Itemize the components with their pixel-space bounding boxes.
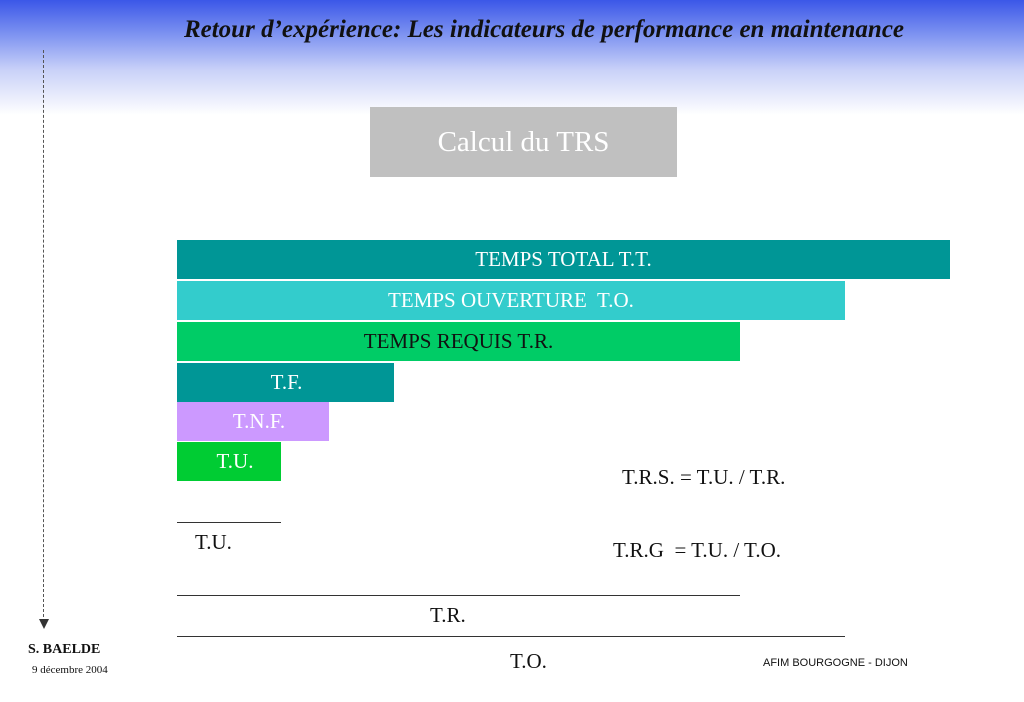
slide-title: Retour d’expérience: Les indicateurs de … [183,16,905,43]
footer-organization: AFIM BOURGOGNE - DIJON [763,657,908,669]
bar-tu: T.U. [177,442,281,481]
bar-tu-label: T.U. [216,449,254,473]
formula-trs: T.R.S. = T.U. / T.R. [622,465,786,489]
timeline-dashed-line [43,50,44,622]
bar-temps-total-label: TEMPS TOTAL T.T. [475,247,652,271]
formula-trg: T.R.G = T.U. / T.O. [613,538,781,562]
divider-line-to [177,636,845,637]
arrow-down-icon [39,619,49,629]
bar-temps-ouverture-label: TEMPS OUVERTURE T.O. [388,288,634,312]
bar-tf-label: T.F. [270,370,303,394]
fraction-label-tu: T.U. [195,530,232,554]
fraction-label-to: T.O. [510,649,547,673]
bar-tf: T.F. [177,363,394,402]
subtitle-text: Calcul du TRS [437,125,610,158]
bar-temps-total: TEMPS TOTAL T.T. [177,240,950,279]
divider-line-tr [177,595,740,596]
bar-temps-requis: TEMPS REQUIS T.R. [177,322,740,361]
subtitle-box: Calcul du TRS [370,107,677,177]
bar-tnf-label: T.N.F. [232,409,286,433]
bar-temps-requis-label: TEMPS REQUIS T.R. [363,329,554,353]
bar-temps-ouverture: TEMPS OUVERTURE T.O. [177,281,845,320]
author-name: S. BAELDE [28,642,101,657]
bar-tnf: T.N.F. [177,402,329,441]
fraction-label-tr: T.R. [430,603,466,627]
presentation-date: 9 décembre 2004 [32,664,108,676]
divider-line-tu [177,522,281,523]
